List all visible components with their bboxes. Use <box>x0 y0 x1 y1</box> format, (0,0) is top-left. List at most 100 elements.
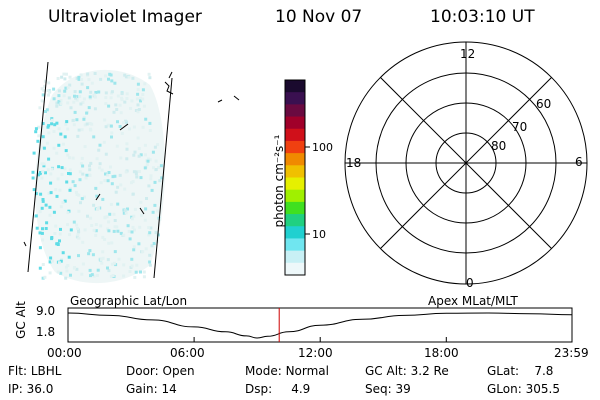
uv-emission-pixel <box>92 274 96 278</box>
coast-fragment <box>95 193 101 201</box>
colorbar-swatch <box>285 238 305 252</box>
info-glon: GLon: 305.5 <box>487 382 560 396</box>
uv-emission-pixel <box>128 237 132 241</box>
timeline-x-tick-1800: 18:00 <box>424 346 459 360</box>
uv-emission-pixel <box>134 172 138 176</box>
uv-emission-pixel <box>112 212 116 216</box>
uv-emission-pixel <box>154 168 158 171</box>
uv-emission-pixel <box>137 147 141 151</box>
uv-emission-pixel <box>114 190 118 194</box>
uv-emission-pixel <box>118 103 122 107</box>
uv-emission-pixel <box>88 164 91 168</box>
uv-emission-pixel <box>159 164 163 168</box>
uv-emission-pixel <box>58 239 61 243</box>
timeline-x-tick-0600: 06:00 <box>170 346 205 360</box>
uv-emission-pixel <box>64 265 68 269</box>
uv-emission-pixel <box>46 89 50 93</box>
uv-emission-pixel <box>139 200 143 204</box>
uv-emission-pixel <box>54 224 58 228</box>
uv-emission-pixel <box>141 93 145 96</box>
uv-emission-pixel <box>153 203 157 207</box>
uv-emission-pixel <box>68 188 72 192</box>
left-panel-caption: Geographic Lat/Lon <box>70 294 188 308</box>
uv-emission-pixel <box>41 198 45 201</box>
image-time: 10:03:10 UT <box>430 7 535 27</box>
uv-emission-pixel <box>57 261 61 265</box>
uv-emission-pixel <box>40 206 44 210</box>
uv-emission-pixel <box>80 272 84 276</box>
uv-emission-pixel <box>43 79 47 83</box>
uv-emission-pixel <box>137 242 141 246</box>
uv-emission-pixel <box>41 135 45 139</box>
uv-emission-pixel <box>99 77 103 81</box>
uv-emission-pixel <box>129 106 133 110</box>
uv-emission-pixel <box>152 166 155 170</box>
uv-emission-pixel <box>63 89 67 93</box>
uv-emission-pixel <box>101 256 105 260</box>
uv-emission-pixel <box>88 95 92 99</box>
uv-emission-pixel <box>144 247 148 251</box>
colorbar-swatch <box>285 177 305 191</box>
uv-emission-pixel <box>50 118 54 122</box>
uv-emission-pixel <box>146 157 150 161</box>
uv-emission-pixel <box>157 166 160 169</box>
uv-emission-pixel <box>75 98 79 102</box>
uv-emission-pixel <box>44 110 47 113</box>
coast-fragment <box>217 99 223 103</box>
uv-emission-pixel <box>113 81 117 85</box>
uv-emission-pixel <box>95 157 99 161</box>
uv-emission-pixel <box>139 99 142 103</box>
uv-emission-pixel <box>65 120 69 124</box>
uv-emission-pixel <box>143 166 147 170</box>
uv-emission-pixel <box>127 229 131 233</box>
uv-emission-pixel <box>49 181 53 185</box>
uv-emission-pixel <box>113 250 117 254</box>
uv-emission-pixel <box>142 275 146 279</box>
uv-emission-pixel <box>156 143 160 147</box>
uv-emission-pixel <box>39 192 43 196</box>
polar-plot <box>344 41 588 285</box>
uv-emission-pixel <box>73 94 76 98</box>
uv-emission-pixel <box>42 164 46 168</box>
uv-emission-pixel <box>97 148 101 152</box>
uv-emission-pixel <box>152 242 156 245</box>
uv-emission-pixel <box>77 236 81 240</box>
uv-emission-pixel <box>112 261 116 265</box>
uv-emission-speckle <box>31 72 164 280</box>
uv-emission-pixel <box>38 231 42 235</box>
uv-emission-pixel <box>92 135 96 139</box>
colorbar-swatch <box>285 153 305 166</box>
uv-emission-pixel <box>139 176 143 180</box>
uv-emission-pixel <box>147 184 151 188</box>
uv-emission-pixel <box>48 260 52 264</box>
uv-emission-pixel <box>87 252 91 256</box>
uv-emission-pixel <box>79 102 83 106</box>
uv-emission-pixel <box>52 210 56 214</box>
uv-emission-pixel <box>82 97 86 101</box>
uv-emission-pixel <box>38 106 42 110</box>
uv-emission-pixel <box>41 227 44 231</box>
uv-emission-pixel <box>134 270 138 274</box>
uv-emission-pixel <box>116 185 120 189</box>
colorbar-label-100: 100 <box>312 141 333 154</box>
uv-emission-pixel <box>35 226 39 230</box>
colorbar-swatch <box>285 250 305 264</box>
uv-emission-pixel <box>124 211 128 215</box>
uv-emission-pixel <box>139 270 142 274</box>
mode-value: Normal <box>285 364 329 378</box>
uv-emission-pixel <box>60 75 64 79</box>
uv-emission-pixel <box>38 246 42 250</box>
uv-emission-pixel <box>42 162 46 166</box>
uv-emission-pixel <box>102 140 106 144</box>
uv-emission-pixel <box>77 254 80 258</box>
uv-emission-pixel <box>57 89 61 93</box>
uv-emission-pixel <box>107 171 111 174</box>
uv-emission-pixel <box>136 110 140 114</box>
uv-emission-pixel <box>61 201 65 205</box>
uv-emission-pixel <box>136 88 140 92</box>
uv-emission-pixel <box>78 170 82 174</box>
uv-emission-pixel <box>74 96 78 100</box>
uv-emission-pixel <box>106 266 109 270</box>
uv-emission-pixel <box>123 100 127 104</box>
uv-emission-pixel <box>45 221 49 225</box>
